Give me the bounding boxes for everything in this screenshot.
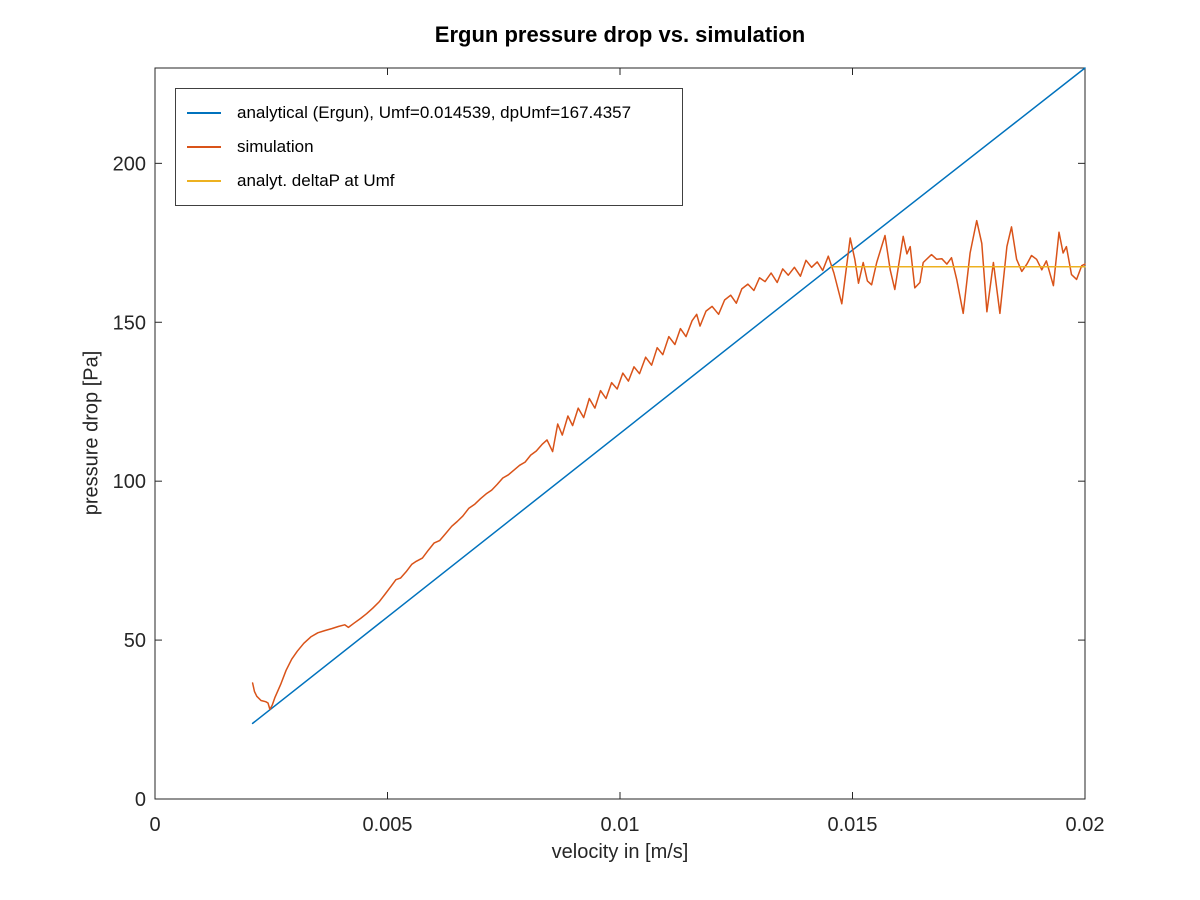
legend-item-analytical: analytical (Ergun), Umf=0.014539, dpUmf=… (176, 96, 682, 130)
legend-label-analytical: analytical (Ergun), Umf=0.014539, dpUmf=… (237, 103, 632, 122)
x-tick-label: 0.005 (362, 814, 412, 836)
y-tick-label: 50 (124, 630, 146, 652)
legend-line-sample-simulation (187, 146, 221, 148)
simulation-line (251, 219, 1086, 711)
x-tick-label: 0 (149, 814, 160, 836)
x-axis-label: velocity in [m/s] (551, 841, 689, 863)
x-tick-label: 0.01 (601, 814, 640, 836)
y-tick-label: 200 (113, 153, 146, 175)
x-tick-label: 0.02 (1066, 814, 1105, 836)
y-axis-label: pressure drop [Pa] (80, 350, 103, 516)
chart-title: Ergun pressure drop vs. simulation (434, 22, 806, 47)
legend: analytical (Ergun), Umf=0.014539, dpUmf=… (175, 88, 683, 206)
y-tick-label: 0 (135, 789, 146, 811)
legend-item-deltaP-at-Umf: analyt. deltaP at Umf (176, 164, 682, 198)
legend-line-sample-deltaP-at-Umf (187, 180, 221, 182)
y-tick-label: 100 (113, 471, 146, 493)
legend-label-deltaP-at-Umf: analyt. deltaP at Umf (237, 171, 395, 190)
legend-label-simulation: simulation (237, 137, 314, 156)
y-tick-label: 150 (113, 312, 146, 334)
legend-line-sample-analytical (187, 112, 221, 114)
legend-item-simulation: simulation (176, 130, 682, 164)
x-tick-label: 0.015 (827, 814, 877, 836)
